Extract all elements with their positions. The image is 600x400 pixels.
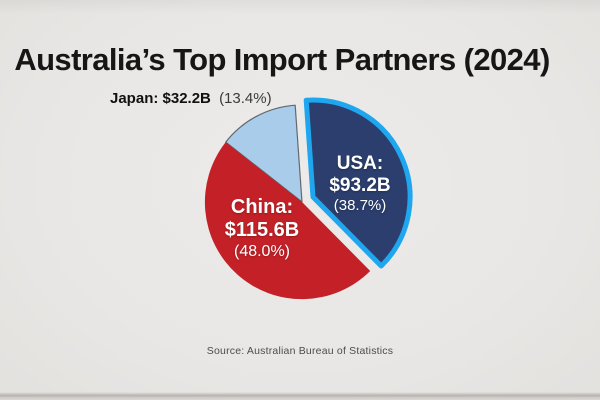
pie-slice-usa [303,97,413,269]
japan-label-percent: (13.4%) [219,90,272,107]
bottom-edge-strip [0,392,600,400]
japan-slice-callout: Japan: $32.2B (13.4%) [110,90,272,107]
china-label-percent: (48.0%) [233,243,291,260]
pie-slice-japan [225,104,303,203]
source-attribution: Source: Australian Bureau of Statistics [206,345,394,357]
pie-slice-china [204,142,371,300]
usa-slice-label: USA: $93.2B (38.7%) [300,153,420,215]
china-label-value: $115.6B [224,219,300,241]
china-slice-label: China: $115.6B (48.0%) [202,196,322,261]
chart-title: Australia’s Top Import Partners (2024) [14,42,550,77]
usa-label-value: $93.2B [329,175,391,196]
usa-label-name: USA: [336,153,384,174]
usa-label-percent: (38.7%) [333,197,387,214]
china-label-name: China: [230,196,294,218]
japan-label-text: Japan: $32.2B [110,90,211,107]
